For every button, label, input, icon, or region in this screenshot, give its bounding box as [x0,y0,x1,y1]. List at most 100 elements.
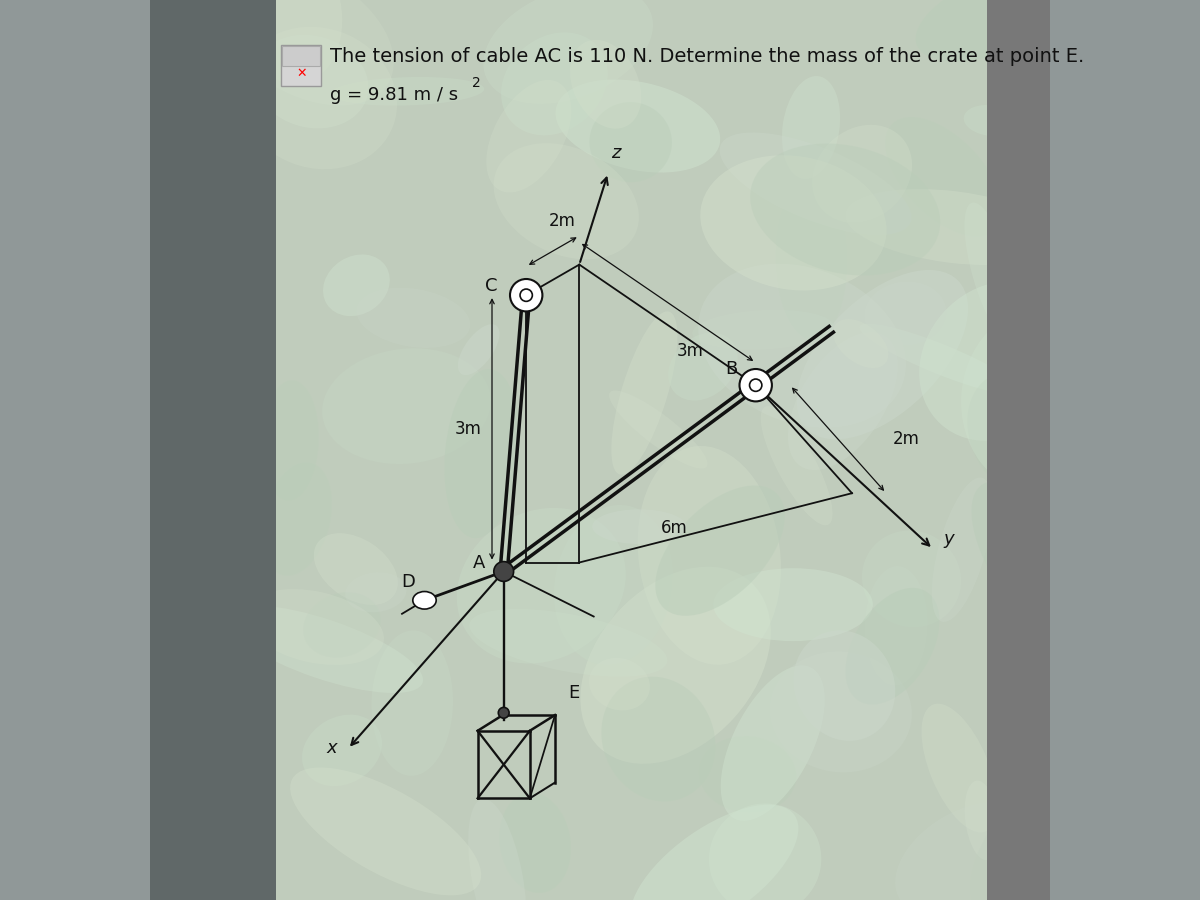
Ellipse shape [486,80,571,193]
FancyBboxPatch shape [281,45,322,86]
Text: 2m: 2m [893,430,919,448]
Ellipse shape [701,155,887,291]
Circle shape [494,562,514,581]
Ellipse shape [788,332,898,470]
Text: z: z [611,144,620,162]
Ellipse shape [698,264,906,428]
Circle shape [510,279,542,311]
Ellipse shape [965,202,1021,345]
Bar [986,0,1050,900]
Ellipse shape [769,652,912,772]
Ellipse shape [864,282,947,346]
Text: A: A [473,554,486,572]
Text: 3m: 3m [677,342,703,360]
Circle shape [750,379,762,392]
Ellipse shape [932,478,992,622]
Ellipse shape [304,592,380,658]
Ellipse shape [570,40,641,129]
Ellipse shape [322,348,491,464]
Ellipse shape [330,77,485,105]
Circle shape [498,707,509,718]
Text: g = 9.81 m / s: g = 9.81 m / s [330,86,458,104]
Ellipse shape [895,802,1037,900]
Ellipse shape [245,590,384,665]
Ellipse shape [413,591,437,609]
Ellipse shape [995,202,1066,342]
Text: ✕: ✕ [296,68,306,80]
Bar [276,0,1050,900]
Text: 2m: 2m [548,212,575,230]
Ellipse shape [782,76,840,179]
Ellipse shape [581,567,770,764]
Ellipse shape [215,0,394,105]
Ellipse shape [610,391,708,469]
Ellipse shape [484,0,653,104]
Ellipse shape [554,505,673,665]
Ellipse shape [668,333,738,400]
Ellipse shape [468,799,527,900]
Ellipse shape [499,793,571,893]
Ellipse shape [593,509,686,544]
Ellipse shape [916,0,1086,61]
FancyBboxPatch shape [282,46,320,66]
Ellipse shape [720,132,912,235]
Ellipse shape [886,117,1002,237]
Ellipse shape [965,780,1000,860]
Text: D: D [402,573,415,591]
Ellipse shape [224,606,424,693]
Text: 6m: 6m [661,518,688,536]
Ellipse shape [859,324,1020,394]
Ellipse shape [919,281,1076,441]
Ellipse shape [229,0,342,84]
Text: B: B [726,360,738,378]
Text: 3m: 3m [455,419,481,437]
Ellipse shape [323,255,390,316]
Ellipse shape [444,369,520,538]
Bar [150,0,276,900]
Ellipse shape [698,736,797,813]
Ellipse shape [469,609,667,677]
Text: y: y [944,530,954,548]
Ellipse shape [502,32,607,135]
Ellipse shape [253,35,368,129]
Ellipse shape [961,309,1116,491]
Text: The tension of cable AC is 110 N. Determine the mass of the crate at point E.: The tension of cable AC is 110 N. Determ… [330,47,1085,66]
Ellipse shape [775,178,847,340]
Ellipse shape [833,320,888,368]
Ellipse shape [713,568,872,641]
Ellipse shape [793,630,895,741]
Ellipse shape [589,658,650,710]
Ellipse shape [356,288,470,348]
Ellipse shape [692,310,834,350]
Ellipse shape [865,566,928,686]
Ellipse shape [970,773,1106,900]
Ellipse shape [709,804,821,900]
Ellipse shape [493,143,638,259]
Ellipse shape [458,324,499,375]
Ellipse shape [637,446,781,665]
Ellipse shape [262,462,332,576]
Ellipse shape [457,508,626,663]
Text: C: C [485,277,498,295]
Ellipse shape [290,768,481,896]
Ellipse shape [630,805,798,900]
Text: 2: 2 [473,76,481,90]
Ellipse shape [967,372,1078,500]
Ellipse shape [845,189,1061,265]
Ellipse shape [812,125,912,222]
Ellipse shape [611,311,678,474]
Ellipse shape [721,665,824,821]
Ellipse shape [556,79,720,173]
Ellipse shape [302,715,382,787]
Ellipse shape [922,704,997,833]
Ellipse shape [589,103,672,182]
Ellipse shape [846,588,940,705]
Circle shape [739,369,772,401]
Ellipse shape [239,27,397,169]
Ellipse shape [346,572,407,612]
Ellipse shape [862,530,961,627]
Text: x: x [326,739,337,757]
Ellipse shape [972,482,1088,640]
Ellipse shape [761,406,833,526]
Ellipse shape [314,533,398,605]
